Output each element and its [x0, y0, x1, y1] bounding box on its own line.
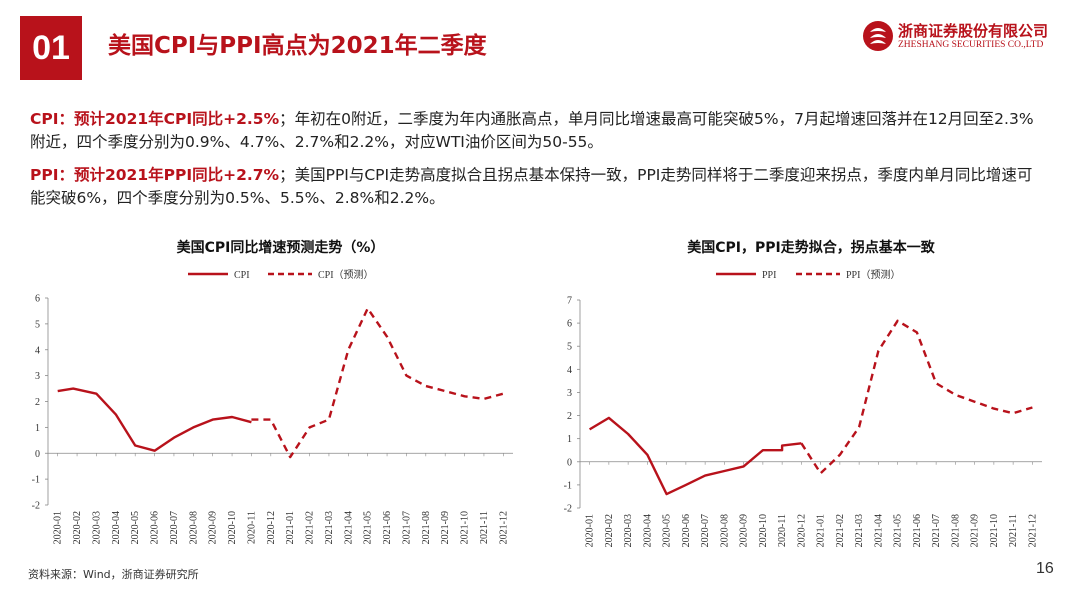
cpi-paragraph: CPI：预计2021年CPI同比+2.5%；年初在0附近，二季度为年内通胀高点，…: [30, 108, 1040, 154]
y-tick-label: 6: [567, 319, 572, 330]
x-tick-label: 2021-05: [893, 514, 904, 547]
x-tick-label: 2020-12: [796, 514, 807, 547]
x-tick-label: 2020-07: [169, 511, 180, 544]
x-tick-label: 2021-02: [835, 514, 846, 547]
legend-label: PPI（预测）: [846, 268, 900, 281]
y-tick-label: -1: [564, 480, 572, 491]
cpi-paragraph-body: ；年初在0附近，二季度为年内通胀高点，单月同比增速最高可能突破5%，7月起增速回…: [30, 110, 1034, 151]
y-tick-label: 1: [35, 423, 40, 434]
x-tick-label: 2021-08: [421, 511, 432, 544]
y-tick-label: 3: [35, 371, 40, 382]
y-tick-label: 1: [567, 434, 572, 445]
x-tick-label: 2021-01: [816, 514, 827, 547]
y-tick-label: 4: [35, 345, 40, 356]
chart-title: 美国CPI，PPI走势拟合，拐点基本一致: [687, 239, 935, 256]
x-tick-label: 2020-01: [585, 514, 596, 547]
y-tick-label: 7: [567, 296, 572, 307]
x-tick-label: 2020-08: [719, 514, 730, 547]
x-tick-label: 2021-07: [931, 514, 942, 547]
logo-cn-text: 浙商证券股份有限公司: [898, 22, 1049, 40]
x-tick-label: 2021-09: [970, 514, 981, 547]
forecast-series-line: [251, 307, 504, 459]
source-note: 资料来源：Wind，浙商证券研究所: [28, 568, 199, 581]
x-tick-label: 2020-03: [91, 511, 102, 544]
y-tick-label: -2: [564, 504, 572, 515]
y-tick-label: 2: [567, 411, 572, 422]
ppi-chart: 美国CPI，PPI走势拟合，拐点基本一致 PPI PPI（预测） -2 -1 0 1 2 3 4 5…: [564, 239, 1042, 547]
x-tick-label: 2021-10: [989, 514, 1000, 547]
y-tick-label: 3: [567, 388, 572, 399]
x-tick-label: 2020-04: [642, 514, 653, 547]
x-tick-label: 2021-03: [854, 514, 865, 547]
x-tick-label: 2021-06: [912, 514, 923, 547]
x-tick-label: 2020-12: [266, 511, 277, 544]
actual-series-line: [588, 416, 802, 496]
y-tick-label: 2: [35, 397, 40, 408]
x-tick-label: 2021-06: [382, 511, 393, 544]
forecast-series-line: [800, 319, 1033, 475]
x-tick-label: 2020-10: [758, 514, 769, 547]
x-tick-label: 2021-07: [401, 511, 412, 544]
legend-label: PPI: [762, 270, 776, 281]
x-tick-label: 2020-07: [700, 514, 711, 547]
y-tick-label: -1: [32, 475, 40, 486]
x-tick-label: 2021-11: [479, 511, 490, 544]
section-number: 01: [20, 16, 82, 80]
logo-icon: [863, 21, 893, 51]
x-tick-label: 2020-09: [739, 514, 750, 547]
y-tick-label: -2: [32, 501, 40, 512]
y-tick-label: 0: [35, 449, 40, 460]
y-tick-label: 5: [567, 342, 572, 353]
x-tick-label: 2020-08: [188, 511, 199, 544]
ppi-paragraph-body: ；美国PPI与CPI走势高度拟合且拐点基本保持一致，PPI走势同样将于二季度迎来…: [30, 166, 1033, 207]
x-tick-label: 2020-04: [111, 511, 122, 544]
x-tick-label: 2020-02: [72, 511, 83, 544]
x-tick-label: 2020-01: [53, 511, 64, 544]
legend-label: CPI（预测）: [318, 268, 374, 281]
legend-label: CPI: [234, 270, 250, 281]
cpi-chart: 美国CPI同比增速预测走势（%） CPI CPI（预测） -2 -1 0 1 2 3 4 5 6 202…: [32, 239, 513, 544]
x-tick-label: 2020-05: [662, 514, 673, 547]
x-tick-label: 2021-01: [285, 511, 296, 544]
x-tick-label: 2021-11: [1008, 514, 1019, 547]
x-tick-label: 2020-02: [604, 514, 615, 547]
x-tick-label: 2020-06: [150, 511, 161, 544]
x-tick-label: 2021-02: [305, 511, 316, 544]
x-tick-label: 2020-10: [227, 511, 238, 544]
x-tick-label: 2021-12: [1027, 514, 1038, 547]
x-tick-label: 2021-10: [460, 511, 471, 544]
x-tick-label: 2020-06: [681, 514, 692, 547]
y-tick-label: 4: [567, 365, 572, 376]
page-title: 美国CPI与PPI高点为2021年二季度: [108, 33, 487, 59]
chart-title: 美国CPI同比增速预测走势（%）: [177, 239, 385, 256]
x-tick-label: 2020-03: [623, 514, 634, 547]
x-tick-label: 2021-04: [873, 514, 884, 547]
x-tick-label: 2021-08: [950, 514, 961, 547]
y-tick-label: 0: [567, 457, 572, 468]
x-tick-label: 2020-05: [130, 511, 141, 544]
y-tick-label: 5: [35, 319, 40, 330]
x-tick-label: 2021-04: [343, 511, 354, 544]
actual-series-line: [57, 387, 252, 452]
y-tick-label: 6: [35, 294, 40, 305]
x-tick-label: 2020-09: [208, 511, 219, 544]
page-number: 16: [1036, 560, 1054, 577]
x-tick-label: 2021-09: [440, 511, 451, 544]
logo-en-text: ZHESHANG SECURITIES CO.,LTD: [898, 40, 1044, 50]
company-logo: 浙商证券股份有限公司 ZHESHANG SECURITIES CO.,LTD: [862, 20, 1062, 54]
x-tick-label: 2021-03: [324, 511, 335, 544]
cpi-paragraph-lead: CPI：预计2021年CPI同比+2.5%: [30, 110, 280, 128]
x-tick-label: 2021-05: [363, 511, 374, 544]
x-tick-label: 2021-12: [498, 511, 509, 544]
ppi-paragraph: PPI：预计2021年PPI同比+2.7%；美国PPI与CPI走势高度拟合且拐点…: [30, 164, 1040, 210]
x-tick-label: 2020-11: [246, 511, 257, 544]
ppi-paragraph-lead: PPI：预计2021年PPI同比+2.7%: [30, 166, 280, 184]
x-tick-label: 2020-11: [777, 514, 788, 547]
